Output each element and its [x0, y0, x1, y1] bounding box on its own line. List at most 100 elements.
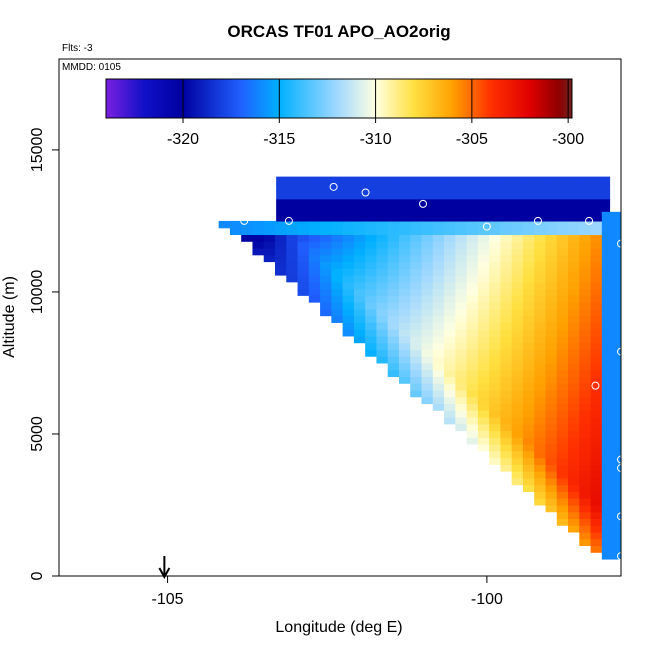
heatmap-cell — [421, 302, 434, 310]
heatmap-cell — [522, 281, 535, 290]
heatmap-cell — [308, 234, 321, 242]
heatmap-cell — [387, 308, 400, 317]
heatmap-cell — [276, 176, 289, 185]
heatmap-cell — [556, 268, 569, 276]
heatmap-cell — [579, 241, 592, 249]
heatmap-cell — [310, 176, 323, 185]
heatmap-cell — [579, 268, 592, 276]
heatmap-cell — [376, 254, 389, 263]
heatmap-cell — [368, 206, 381, 215]
heatmap-cell — [455, 410, 468, 418]
heatmap-cell — [579, 504, 592, 513]
sample-point — [617, 512, 621, 521]
heatmap-cell — [365, 349, 378, 357]
heatmap-cell — [556, 416, 569, 425]
heatmap-cell — [568, 335, 580, 344]
heatmap-cell — [432, 268, 445, 276]
heatmap-cell — [356, 191, 369, 200]
heatmap-cell — [353, 295, 366, 303]
heatmap-cell — [545, 477, 558, 486]
heatmap-cell — [387, 329, 400, 337]
heatmap-cell — [322, 198, 335, 207]
heatmap-cell — [466, 423, 479, 432]
heatmap-cell — [500, 437, 513, 445]
heatmap-cell — [575, 198, 588, 207]
heatmap-cell — [601, 270, 621, 279]
heatmap-cell — [556, 362, 569, 371]
heatmap-cell — [590, 531, 603, 540]
heatmap-cell — [308, 281, 321, 290]
heatmap-cell — [432, 281, 445, 290]
heatmap-cell — [379, 206, 392, 215]
heatmap-cell — [590, 410, 603, 418]
heatmap-cell — [320, 241, 332, 249]
heatmap-cell — [489, 342, 502, 350]
heatmap-cell — [568, 403, 580, 411]
heatmap-cell — [410, 241, 423, 249]
heatmap-cell — [398, 288, 411, 296]
heatmap-cells — [218, 176, 621, 560]
heatmap-cell — [331, 302, 344, 310]
heatmap-cell — [511, 329, 524, 337]
heatmap-cell — [522, 349, 535, 357]
heatmap-cell — [365, 247, 378, 256]
heatmap-cell — [477, 437, 490, 445]
heatmap-cell — [601, 256, 621, 265]
sample-point — [617, 464, 621, 473]
heatmap-cell — [410, 281, 423, 290]
heatmap-cell — [353, 335, 366, 344]
colorbar-tick-label: -315 — [263, 131, 295, 148]
heatmap-cell — [421, 389, 434, 398]
heatmap-cell — [437, 191, 450, 200]
heatmap-cell — [387, 220, 400, 229]
heatmap-cell — [437, 198, 450, 207]
sample-point — [585, 216, 594, 225]
heatmap-cell — [579, 498, 592, 506]
heatmap-cell — [455, 356, 468, 364]
heatmap-cell — [590, 288, 603, 296]
heatmap-cell — [579, 444, 592, 452]
heatmap-cell — [579, 518, 592, 526]
heatmap-cell — [376, 308, 389, 317]
heatmap-cell — [489, 437, 502, 445]
heatmap-cell — [563, 191, 576, 200]
heatmap-cell — [586, 183, 599, 192]
colorbar — [105, 78, 573, 119]
heatmap-cell — [421, 281, 434, 290]
heatmap-cell — [455, 376, 468, 384]
sample-point — [419, 199, 428, 208]
heatmap-cell — [534, 302, 547, 310]
heatmap-cell — [590, 247, 603, 256]
heatmap-cell — [276, 206, 289, 215]
heatmap-cell — [421, 322, 434, 330]
heatmap-cell — [601, 315, 621, 324]
heatmap-cell — [489, 423, 502, 432]
heatmap-cell — [601, 366, 621, 375]
heatmap-cell — [471, 206, 484, 215]
heatmap-cell — [522, 464, 535, 472]
heatmap-cell — [444, 349, 456, 357]
heatmap-cell — [506, 183, 519, 192]
heatmap-cell — [241, 220, 254, 229]
heatmap-cell — [579, 349, 592, 357]
heatmap-cell — [522, 396, 535, 405]
heatmap-cell — [376, 275, 389, 283]
heatmap-cell — [545, 423, 558, 432]
heatmap-cell — [410, 335, 423, 344]
heatmap-cell — [568, 302, 580, 310]
heatmap-cell — [556, 254, 569, 263]
heatmap-cell — [489, 275, 502, 283]
heatmap-cell — [522, 477, 535, 486]
heatmap-cell — [308, 275, 321, 283]
heatmap-cell — [263, 227, 276, 236]
heatmap-cell — [368, 191, 381, 200]
heatmap-cell — [308, 241, 321, 249]
heatmap-cell — [511, 335, 524, 344]
heatmap-cell — [601, 226, 621, 235]
heatmap-cell — [342, 247, 355, 256]
heatmap-cell — [556, 275, 569, 283]
heatmap-cell — [432, 403, 445, 411]
heatmap-cell — [534, 241, 547, 249]
heatmap-cell — [540, 183, 553, 192]
heatmap-cell — [310, 213, 323, 222]
